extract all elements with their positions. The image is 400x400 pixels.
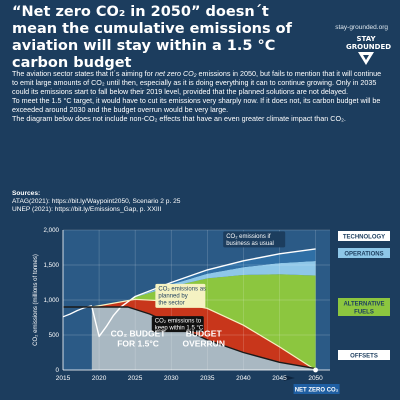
- x-tick-label: 2050: [308, 375, 323, 382]
- emissions-chart: 0 500 1,000 1,500 2,000 2015 2020 2025 2030 2035 2…: [33, 227, 390, 394]
- netzero-point: [313, 367, 318, 373]
- brand-logo-icon: [358, 52, 374, 65]
- legend-technology: TECHNOLOGY: [343, 235, 385, 241]
- sources-heading: Sources:: [12, 190, 41, 197]
- area-operations: [91, 261, 316, 334]
- y-tick-label: 2,000: [44, 227, 60, 234]
- legend-offsets: OFFSETS: [350, 354, 378, 360]
- label-bau: CO₂ emissions if: [226, 234, 271, 240]
- x-tick-label: 2045: [272, 375, 287, 382]
- region-label-budget: CO₂ BUDGET: [111, 328, 167, 338]
- y-tick-label: 500: [49, 332, 60, 339]
- label-onepointfive-box: [151, 316, 204, 333]
- legend-technology-swatch: [338, 231, 390, 241]
- legend-operations: OPERATIONS: [344, 252, 383, 258]
- label-planned: the sector: [158, 300, 184, 306]
- x-tick-label: 2015: [56, 375, 71, 382]
- brand-name: STAY GROUNDED: [346, 35, 392, 51]
- y-tick-label: 0: [56, 367, 60, 374]
- label-planned-box: [155, 283, 206, 308]
- legend-operations-swatch: [338, 248, 390, 258]
- series-bau-line: [91, 248, 316, 338]
- source-item[interactable]: UNEP (2021): https://bit.ly/Emissions_Ga…: [12, 206, 162, 214]
- x-tick-label: 2035: [200, 375, 215, 382]
- legend-alternative-fuels: FUELS: [354, 310, 374, 316]
- intro-text: The aviation sector states that it´s aim…: [12, 69, 386, 123]
- legend-alternative-fuels: ALTERNATIVE: [343, 302, 384, 308]
- intro-p1-emphasis: net zero CO₂: [155, 69, 197, 78]
- label-onepointfive: CO₂ emissions to: [155, 319, 202, 325]
- page-title: “Net zero CO₂ in 2050” doesn´t mean the …: [12, 4, 292, 71]
- legend-offsets-swatch: [338, 350, 390, 360]
- label-planned: planned by: [158, 293, 187, 299]
- x-tick-label: 2020: [92, 375, 107, 382]
- x-tick-label: 2025: [128, 375, 143, 382]
- series-planned-line: [91, 298, 316, 371]
- area-alternative-fuels: [91, 274, 316, 370]
- x-tick-label: 2030: [164, 375, 179, 382]
- label-bau: business as usual: [226, 241, 274, 247]
- netzero-badge: [293, 384, 340, 394]
- intro-p1-pre: The aviation sector states that it´s aim…: [12, 69, 156, 78]
- x-arrow-icon: [283, 375, 295, 381]
- y-tick-label: 1,000: [44, 297, 60, 304]
- label-onepointfive: keep within 1.5 °C: [155, 326, 204, 332]
- region-label-overrun: OVERRUN: [182, 338, 225, 348]
- area-technology: [91, 248, 316, 337]
- y-axis-label: CO₂ emissions (millions of tonnes): [33, 254, 39, 346]
- x-tick-label: 2040: [236, 375, 251, 382]
- label-bau-box: [223, 231, 286, 248]
- intro-paragraph-2: To meet the 1.5 °C target, it would have…: [12, 95, 381, 114]
- region-label-budget: FOR 1.5°C: [117, 338, 159, 348]
- legend-alternative-fuels-swatch: [338, 298, 390, 316]
- intro-p1-post: emissions in 2050, but fails to mention …: [12, 69, 382, 96]
- area-budget-overrun: [91, 299, 316, 369]
- intro-paragraph-3: The diagram below does not include non-C…: [12, 113, 346, 123]
- region-label-overrun: BUDGET: [186, 328, 223, 338]
- label-planned: CO₂ emissions as: [158, 286, 206, 292]
- brand-url[interactable]: stay-grounded.org: [335, 24, 388, 31]
- netzero-badge-label: NET ZERO CO₂: [295, 388, 339, 394]
- intro-paragraph-1: The aviation sector states that it´s aim…: [12, 69, 386, 97]
- sources-block: Sources: ATAG(2021): https://bit.ly/Wayp…: [12, 190, 386, 215]
- source-item[interactable]: ATAG(2021): https://bit.ly/Waypoint2050,…: [12, 198, 181, 206]
- y-tick-label: 1,500: [44, 262, 60, 269]
